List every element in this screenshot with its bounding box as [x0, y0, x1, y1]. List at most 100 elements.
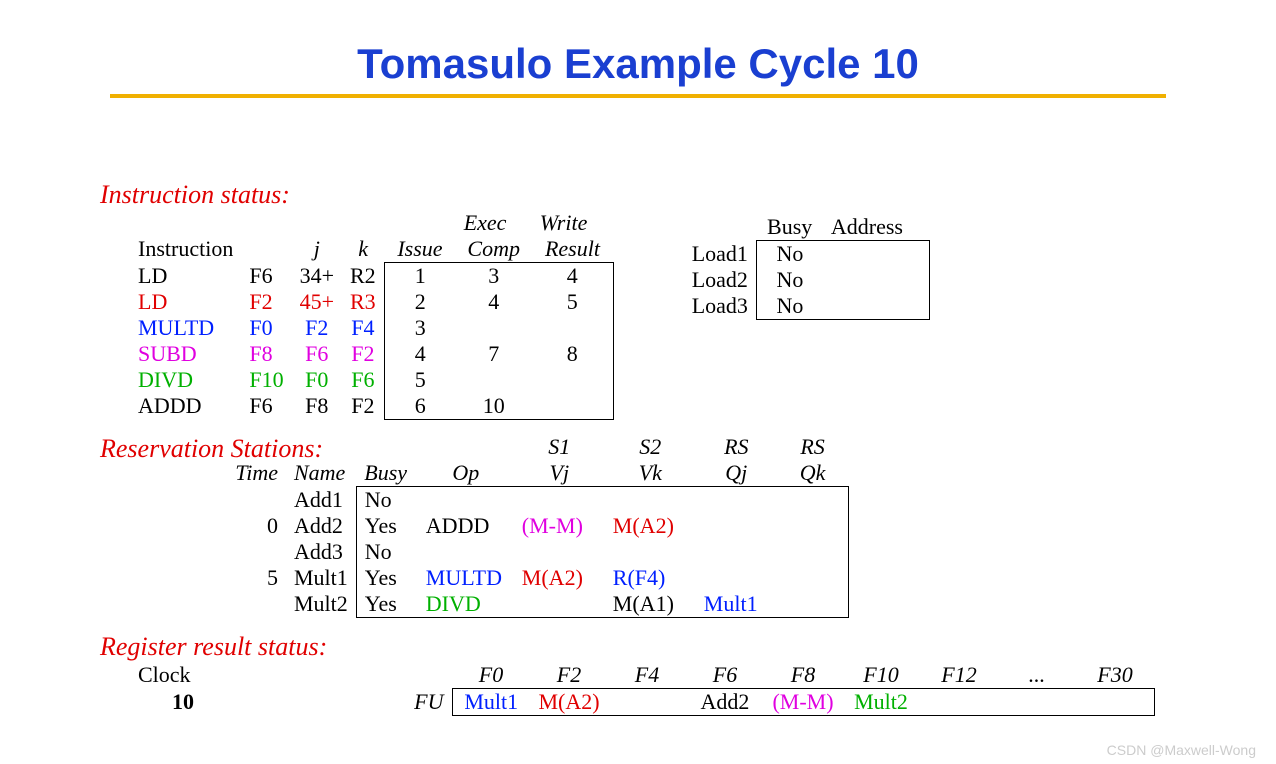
instruction-row: MULTDF0F2F43: [130, 315, 613, 341]
rs-time: 5: [220, 565, 286, 591]
rs-op: MULTD: [418, 565, 514, 591]
load-name: Load3: [684, 293, 757, 320]
load-row: Load1No: [684, 241, 930, 268]
reg-value: [1076, 689, 1154, 716]
clock-label: Clock: [130, 662, 236, 689]
reg-value: M(A2): [530, 689, 608, 716]
rs-vj: [514, 539, 605, 565]
rs-name: Mult2: [286, 591, 356, 618]
rs-vj: [514, 487, 605, 514]
instr-issue: 1: [384, 263, 456, 290]
rs-name: Add1: [286, 487, 356, 514]
instr-op: ADDD: [130, 393, 241, 420]
hdr-rs1: RS: [696, 434, 777, 460]
rs-qk: [777, 591, 849, 618]
instr-j: 45+: [292, 289, 342, 315]
hdr-rs2: RS: [777, 434, 849, 460]
instr-j: F6: [292, 341, 342, 367]
load-units-block: Busy Address Load1NoLoad2NoLoad3No: [684, 214, 930, 320]
rs-vk: R(F4): [605, 565, 696, 591]
rs-qk: [777, 513, 849, 539]
instr-exec: 3: [456, 263, 532, 290]
rs-op: [418, 539, 514, 565]
instr-dest: F8: [241, 341, 291, 367]
reg-header: ...: [998, 662, 1076, 689]
load-address: [823, 241, 930, 268]
col-vj: Vj: [514, 460, 605, 487]
title-underline: [110, 94, 1166, 98]
rs-time: [220, 539, 286, 565]
instruction-status-label: Instruction status:: [100, 180, 614, 210]
rs-busy: Yes: [356, 591, 418, 618]
reg-header: F2: [530, 662, 608, 689]
load-busy: No: [756, 241, 823, 268]
load-units-table: Busy Address Load1NoLoad2NoLoad3No: [684, 214, 930, 320]
page-title: Tomasulo Example Cycle 10: [0, 40, 1276, 88]
fu-label: FU: [236, 689, 452, 716]
clock-value: 10: [130, 689, 236, 716]
reservation-stations-table: S1 S2 RS RS Time Name Busy Op Vj Vk Qj Q…: [220, 434, 849, 618]
col-op: Op: [418, 460, 514, 487]
instr-dest: F0: [241, 315, 291, 341]
col-write2: Result: [532, 236, 614, 263]
instruction-row: LDF245+R3245: [130, 289, 613, 315]
reg-value: Mult1: [452, 689, 530, 716]
col-qj: Qj: [696, 460, 777, 487]
instr-k: R3: [342, 289, 384, 315]
instr-write: 8: [532, 341, 614, 367]
load-busy: No: [756, 267, 823, 293]
rs-row: 5Mult1YesMULTDM(A2)R(F4): [220, 565, 848, 591]
instr-j: F2: [292, 315, 342, 341]
instr-k: F2: [342, 393, 384, 420]
rs-row: Add3No: [220, 539, 848, 565]
load-address: [823, 267, 930, 293]
rs-vk: M(A1): [605, 591, 696, 618]
instr-op: MULTD: [130, 315, 241, 341]
load-busy: No: [756, 293, 823, 320]
reg-header: F4: [608, 662, 686, 689]
instr-issue: 3: [384, 315, 456, 341]
load-address: [823, 293, 930, 320]
reg-value: Mult2: [842, 689, 920, 716]
instr-op: SUBD: [130, 341, 241, 367]
rs-busy: No: [356, 539, 418, 565]
rs-row: Mult2YesDIVDM(A1)Mult1: [220, 591, 848, 618]
rs-qk: [777, 539, 849, 565]
rs-time: 0: [220, 513, 286, 539]
reg-header: F12: [920, 662, 998, 689]
load-row: Load2No: [684, 267, 930, 293]
reg-header: F8: [764, 662, 842, 689]
instr-exec: 4: [456, 289, 532, 315]
instr-k: F2: [342, 341, 384, 367]
instr-k: R2: [342, 263, 384, 290]
instr-write: [532, 315, 614, 341]
instr-issue: 5: [384, 367, 456, 393]
instr-k: F6: [342, 367, 384, 393]
col-exec1: Exec: [456, 210, 532, 236]
col-qk: Qk: [777, 460, 849, 487]
col-address: Address: [823, 214, 930, 241]
col-issue: Issue: [384, 236, 456, 263]
instr-write: [532, 393, 614, 420]
rs-qj: Mult1: [696, 591, 777, 618]
reg-header: F10: [842, 662, 920, 689]
col-name: Name: [286, 460, 356, 487]
col-instruction: Instruction: [130, 236, 241, 263]
instruction-row: ADDDF6F8F2610: [130, 393, 613, 420]
instr-j: F8: [292, 393, 342, 420]
load-row: Load3No: [684, 293, 930, 320]
rs-vj: M(A2): [514, 565, 605, 591]
rs-vk: M(A2): [605, 513, 696, 539]
instruction-status-block: Instruction status: Exec Write Instructi…: [100, 180, 614, 420]
hdr-s2: S2: [605, 434, 696, 460]
rs-busy: Yes: [356, 565, 418, 591]
rs-time: [220, 591, 286, 618]
col-j: j: [292, 236, 342, 263]
reg-header: F6: [686, 662, 764, 689]
instr-k: F4: [342, 315, 384, 341]
instr-exec: 7: [456, 341, 532, 367]
rs-row: 0Add2YesADDD(M-M)M(A2): [220, 513, 848, 539]
rs-qj: [696, 487, 777, 514]
instr-write: 5: [532, 289, 614, 315]
load-name: Load1: [684, 241, 757, 268]
